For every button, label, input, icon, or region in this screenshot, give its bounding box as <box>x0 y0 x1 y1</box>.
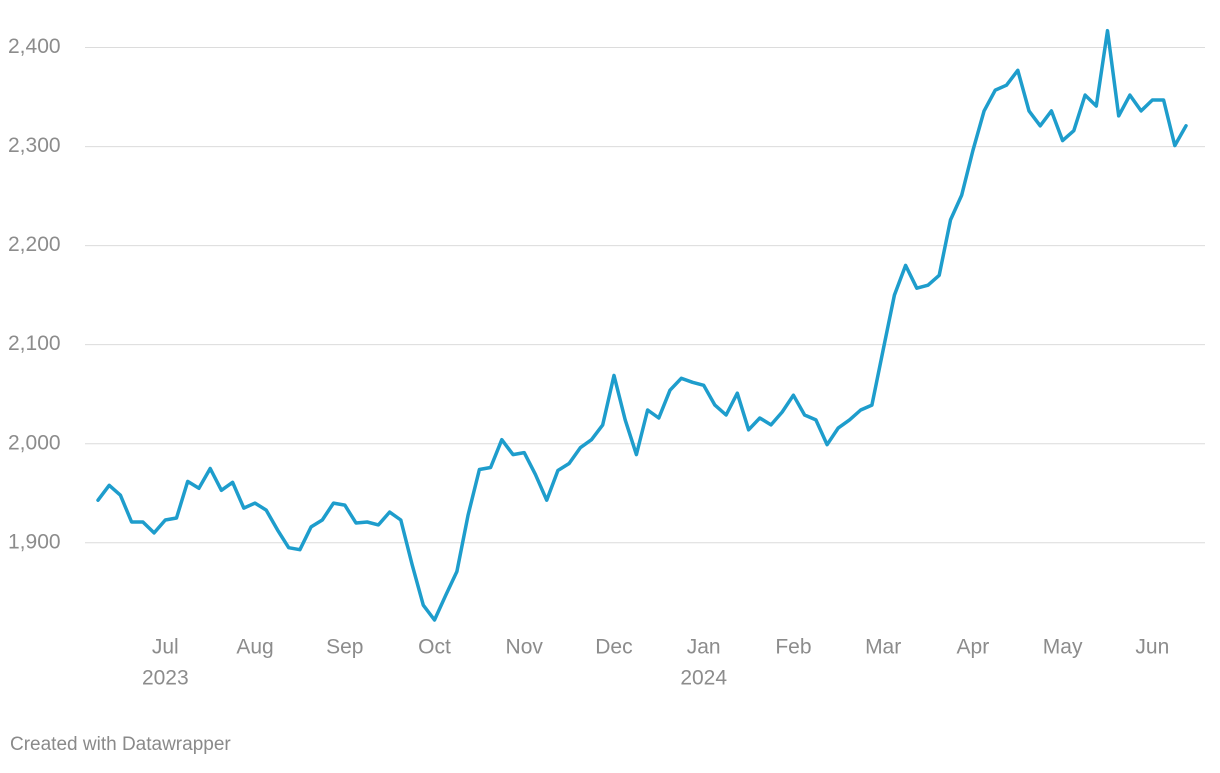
x-tick-label: Aug <box>236 636 273 659</box>
x-tick-label: May <box>1043 636 1083 659</box>
line <box>96 28 1188 622</box>
y-tick-label: 2,400 <box>8 35 61 58</box>
y-tick-label: 2,100 <box>8 332 61 355</box>
footer: Created with Datawrapper <box>10 734 231 755</box>
x-tick-label: Dec <box>595 636 632 659</box>
x-tick-label: Nov <box>506 636 544 659</box>
x-year-label: 2023 <box>142 667 189 690</box>
x-tick-label: Jan <box>687 636 721 659</box>
x-tick-label: Jun <box>1135 636 1169 659</box>
x-year-label: 2024 <box>680 667 727 690</box>
x-tick-label: Apr <box>957 636 990 659</box>
x-tick-label: Mar <box>865 636 901 659</box>
x-tick-label: Jul <box>152 636 179 659</box>
y-tick-label: 1,900 <box>8 530 61 553</box>
x-tick-label: Feb <box>775 636 811 659</box>
y-tick-label: 2,200 <box>8 233 61 256</box>
x-tick-label: Oct <box>418 636 451 659</box>
y-tick-label: 2,000 <box>8 431 61 454</box>
x-tick-label: Sep <box>326 636 363 659</box>
y-tick-label: 2,300 <box>8 134 61 157</box>
